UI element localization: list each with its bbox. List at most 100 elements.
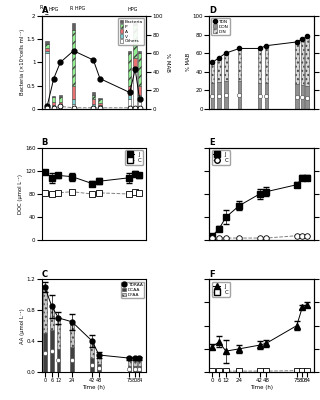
Bar xyxy=(133,25,137,58)
Bar xyxy=(92,100,95,104)
Bar xyxy=(138,100,141,109)
Text: E: E xyxy=(209,138,215,147)
Bar xyxy=(128,100,132,109)
Bar xyxy=(72,23,75,30)
Bar xyxy=(295,84,299,109)
Bar xyxy=(128,366,131,372)
Bar xyxy=(133,58,137,67)
Bar xyxy=(45,51,49,53)
Bar xyxy=(92,92,95,95)
Bar xyxy=(133,358,137,366)
Bar xyxy=(224,53,228,81)
Bar xyxy=(217,82,221,109)
Bar xyxy=(91,341,94,358)
Bar xyxy=(128,358,131,366)
Bar xyxy=(91,358,94,372)
Bar xyxy=(45,48,49,51)
Text: R: R xyxy=(40,4,43,10)
Legend: J, C: J, C xyxy=(212,282,230,296)
Text: A: A xyxy=(42,6,48,15)
Text: D: D xyxy=(209,6,216,15)
Bar xyxy=(217,58,221,82)
Bar xyxy=(43,333,47,372)
Bar xyxy=(138,51,141,53)
Bar xyxy=(138,86,141,95)
Bar xyxy=(72,30,75,86)
Bar xyxy=(72,100,75,104)
Bar xyxy=(128,86,132,95)
Bar xyxy=(45,53,49,109)
Y-axis label: % MAB: % MAB xyxy=(165,53,170,72)
Bar xyxy=(133,72,137,109)
Bar xyxy=(97,355,101,364)
Bar xyxy=(50,330,53,372)
Bar xyxy=(92,95,95,100)
Legend: TDRAA, DCAA, DFAA: TDRAA, DCAA, DFAA xyxy=(121,282,144,298)
Bar xyxy=(57,349,60,372)
Bar xyxy=(45,44,49,48)
Bar xyxy=(50,306,53,330)
Bar xyxy=(133,366,137,372)
Bar xyxy=(305,36,309,86)
Bar xyxy=(265,83,268,109)
Bar xyxy=(138,358,141,366)
Bar xyxy=(300,85,304,109)
Bar xyxy=(133,67,137,72)
Y-axis label: DOC (µmol L⁻¹): DOC (µmol L⁻¹) xyxy=(19,174,23,214)
Text: R: R xyxy=(43,7,47,12)
Text: R HPG: R HPG xyxy=(70,6,85,11)
Bar xyxy=(133,23,137,25)
Bar xyxy=(59,95,62,97)
Text: B: B xyxy=(42,138,48,147)
Bar xyxy=(72,104,75,109)
Text: F: F xyxy=(209,270,215,278)
Bar xyxy=(138,53,141,86)
Bar xyxy=(98,106,102,109)
Legend: J, C: J, C xyxy=(212,150,230,165)
Legend: J, C: J, C xyxy=(125,150,143,165)
Bar xyxy=(70,322,74,347)
Bar xyxy=(211,62,214,83)
Bar xyxy=(258,48,261,83)
Bar xyxy=(128,51,132,53)
Bar xyxy=(98,103,102,106)
Bar xyxy=(52,96,55,97)
Text: HPG: HPG xyxy=(49,7,59,12)
Bar xyxy=(211,83,214,109)
X-axis label: Time (h): Time (h) xyxy=(250,385,273,390)
Bar xyxy=(138,366,141,372)
Y-axis label: Bacteria (×10⁵cells ml⁻¹): Bacteria (×10⁵cells ml⁻¹) xyxy=(20,29,25,96)
Bar xyxy=(98,100,102,103)
Bar xyxy=(59,106,62,109)
Y-axis label: % MAB: % MAB xyxy=(186,53,191,72)
Bar xyxy=(128,95,132,100)
Legend: TDN, DON, DIN: TDN, DON, DIN xyxy=(211,18,229,35)
Bar xyxy=(45,42,49,44)
X-axis label: Time (h): Time (h) xyxy=(83,385,105,390)
Bar xyxy=(224,81,228,109)
Bar xyxy=(72,86,75,100)
Bar xyxy=(57,318,60,349)
Bar xyxy=(92,106,95,109)
Bar xyxy=(92,104,95,106)
Legend: Bacteria, P, A, V, Others: Bacteria, P, A, V, Others xyxy=(118,18,144,45)
Bar xyxy=(265,46,268,83)
Bar xyxy=(59,102,62,106)
Bar xyxy=(52,97,55,102)
Bar xyxy=(295,42,299,84)
Bar xyxy=(52,102,55,106)
Bar xyxy=(52,106,55,109)
Bar xyxy=(43,287,47,333)
Bar xyxy=(98,98,102,100)
Bar xyxy=(138,95,141,100)
Bar xyxy=(237,48,241,81)
Bar xyxy=(258,83,261,109)
Bar xyxy=(305,86,309,109)
Bar xyxy=(70,347,74,372)
Bar xyxy=(128,53,132,86)
Text: HPG: HPG xyxy=(128,7,138,12)
Bar xyxy=(59,97,62,102)
Bar xyxy=(237,81,241,109)
Text: C: C xyxy=(42,270,48,278)
Y-axis label: AA (µmol L⁻¹): AA (µmol L⁻¹) xyxy=(20,308,25,344)
